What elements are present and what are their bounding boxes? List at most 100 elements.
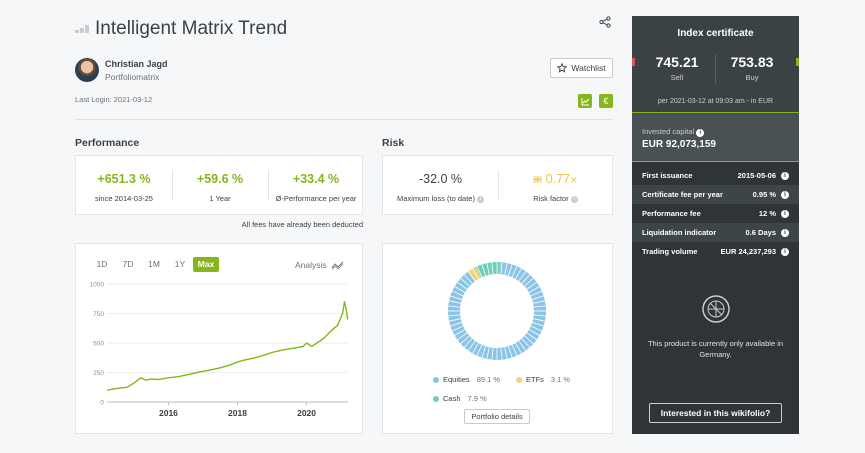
legend-label: Equities	[443, 375, 470, 384]
info-icon[interactable]: i	[476, 195, 484, 203]
sell-price: 745.21 Sell	[647, 54, 707, 82]
donut-segment-divider	[476, 266, 483, 278]
donut-segment-divider	[454, 329, 466, 336]
tab-1y[interactable]: 1Y	[174, 259, 186, 269]
invested-capital: Invested capital i EUR 92,073,159	[632, 112, 799, 162]
invested-label: Invested capital i	[642, 127, 799, 137]
donut-segment-divider	[530, 290, 542, 297]
donut-segment-divider	[500, 262, 503, 275]
fact-key: First issuance	[642, 171, 693, 180]
donut-segment-divider	[521, 274, 531, 284]
performance-title: Performance	[75, 137, 140, 149]
chart-card: 1D 7D 1M 1Y Max Analysis 0 250 500 750 1000 2…	[75, 243, 363, 434]
donut-segment-divider	[532, 295, 544, 300]
tab-max[interactable]: Max	[193, 257, 219, 272]
performance-since-start: +651.3 % since 2014-03-25	[76, 172, 172, 203]
last-login: Last Login: 2021-03-12	[75, 95, 153, 104]
certificate-panel: Index certificate 745.21 Sell 753.83 Buy…	[632, 16, 799, 434]
kpi-value: -32.0 %	[418, 172, 463, 186]
donut-segment-divider	[481, 264, 486, 276]
portfolio-details-button[interactable]: Portfolio details	[464, 409, 530, 424]
analysis-link[interactable]: Analysis	[295, 260, 344, 270]
donut-segment-divider	[491, 262, 494, 275]
donut-segment-divider	[452, 290, 464, 297]
author-portfolio: Portfoliomatrix	[105, 71, 160, 82]
info-icon[interactable]: i	[781, 228, 789, 237]
fact-certificate-fee: Certificate fee per year 0.95 % i	[632, 185, 799, 204]
legend-dot	[433, 376, 439, 383]
donut-segment-divider	[457, 332, 468, 341]
tab-1d[interactable]: 1D	[96, 259, 108, 269]
fees-note: All fees have already been deducted	[241, 220, 363, 229]
performance-card: +651.3 % since 2014-03-25 +59.6 % 1 Year…	[75, 155, 363, 215]
donut-segment-divider	[508, 264, 513, 276]
donut-segment-divider	[511, 266, 518, 278]
fact-key: Certificate fee per year	[642, 190, 723, 199]
risk-factor: 0.77✕ Risk factor i	[498, 172, 613, 203]
chart-export-button[interactable]	[578, 94, 592, 108]
invested-label-text: Invested capital	[642, 127, 695, 136]
fact-value: EUR 24,237,293	[720, 247, 776, 256]
author-name[interactable]: Christian Jagd	[105, 58, 168, 69]
donut-segment-divider	[450, 295, 462, 300]
donut-segment-divider	[533, 305, 546, 308]
euro-button[interactable]: €	[599, 94, 613, 108]
tab-7d[interactable]: 7D	[122, 259, 134, 269]
x-tick-label: 2020	[297, 408, 316, 418]
performance-1-year: +59.6 % 1 Year	[172, 172, 268, 203]
donut-segment-divider	[472, 268, 479, 280]
donut-segment-divider	[486, 262, 490, 275]
info-icon[interactable]: i	[781, 190, 789, 199]
legend-equities: Equities 89.1 %	[433, 375, 500, 384]
donut-segment-divider	[521, 338, 531, 348]
donut-segment-divider	[533, 314, 546, 317]
risk-factor-label: Risk factor	[533, 194, 569, 203]
fact-first-issuance: First issuance 2015-05-06 i	[632, 166, 799, 185]
info-icon[interactable]: i	[781, 171, 789, 180]
kpi-value: +651.3 %	[97, 172, 151, 186]
watchlist-button[interactable]: Watchlist	[550, 58, 613, 78]
donut-chart	[448, 262, 546, 360]
interested-button[interactable]: Interested in this wikifolio?	[649, 403, 782, 423]
donut-segment-divider	[467, 271, 476, 282]
kpi-value: +59.6 %	[196, 172, 244, 186]
donut-segment-divider	[524, 335, 534, 345]
donut-segment-divider	[448, 300, 461, 304]
donut-segment-divider	[463, 274, 473, 284]
author-block[interactable]: Christian Jagd Portfoliomatrix	[75, 58, 168, 82]
invested-value: EUR 92,073,159	[642, 139, 716, 150]
legend-value: 89.1 %	[476, 375, 501, 384]
donut-segment-divider	[481, 346, 486, 358]
legend-label: Cash	[443, 394, 461, 403]
info-icon[interactable]: i	[570, 195, 578, 203]
legend-dot	[433, 395, 439, 402]
y-tick-label: 500	[93, 341, 104, 348]
y-tick-label: 250	[93, 370, 104, 377]
info-icon[interactable]: i	[781, 247, 789, 256]
title-row: Intelligent Matrix Trend	[75, 18, 287, 40]
kpi-divider	[498, 170, 499, 200]
divider	[75, 119, 613, 120]
page-title: Intelligent Matrix Trend	[95, 18, 288, 39]
info-icon[interactable]: i	[696, 129, 705, 137]
donut-segment-divider	[528, 286, 540, 293]
kpi-divider	[172, 170, 173, 200]
info-icon[interactable]: i	[781, 209, 789, 218]
chart-export-icon	[581, 97, 589, 105]
kpi-divider	[268, 170, 269, 200]
donut-segment-divider	[463, 338, 473, 348]
donut-segment-divider	[491, 347, 494, 360]
analysis-icon	[331, 261, 344, 270]
risk-factor-value: 0.77	[545, 172, 571, 186]
share-icon[interactable]	[599, 16, 611, 28]
y-tick-label: 1000	[90, 282, 105, 289]
tab-1m[interactable]: 1M	[148, 259, 160, 269]
donut-segment-divider	[460, 335, 470, 345]
buy-price: 753.83 Buy	[722, 54, 782, 82]
fact-key: Performance fee	[642, 209, 701, 218]
risk-title: Risk	[382, 137, 405, 149]
legend-etfs: ETFs 3.1 %	[516, 375, 570, 384]
donut-segment-divider	[526, 332, 537, 341]
donut-segment-divider	[532, 322, 544, 327]
kpi-label: since 2014-03-25	[95, 194, 153, 203]
